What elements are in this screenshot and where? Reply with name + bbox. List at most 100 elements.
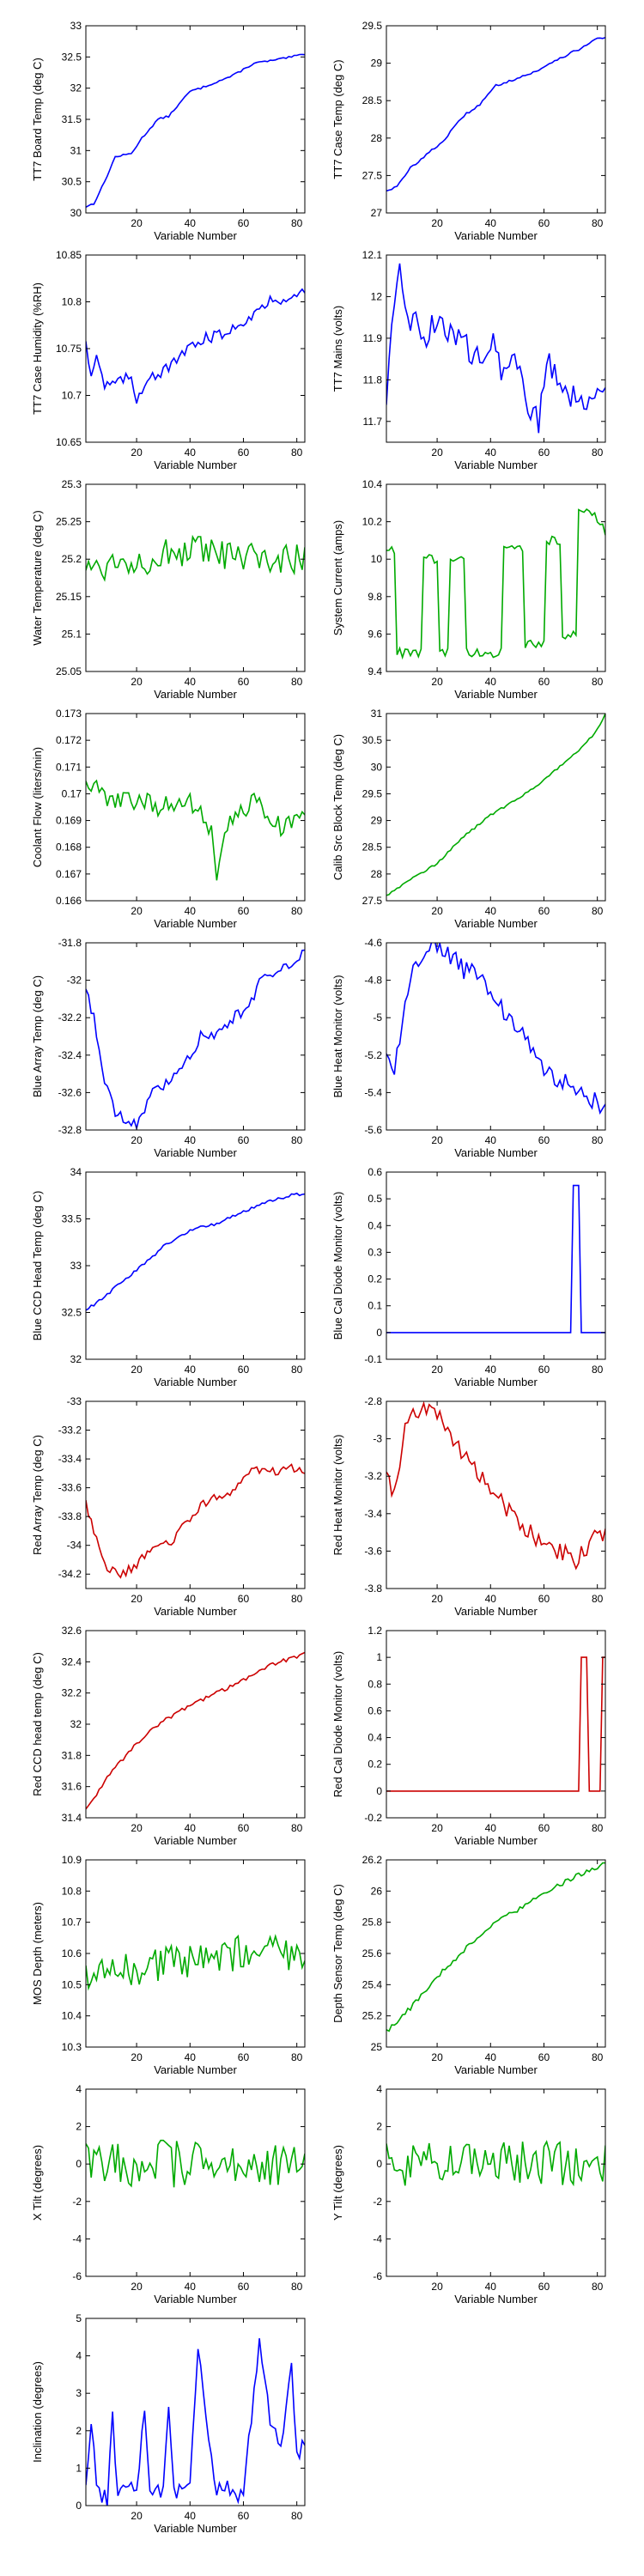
x-tick-label: 60 bbox=[238, 2281, 250, 2293]
x-tick-label: 80 bbox=[592, 1593, 604, 1605]
y-tick-label: -6 bbox=[373, 2270, 382, 2282]
y-tick-label: -4.6 bbox=[364, 937, 382, 949]
series-line bbox=[386, 263, 605, 434]
y-tick-label: -5.6 bbox=[364, 1124, 382, 1136]
x-tick-label: 60 bbox=[238, 905, 250, 917]
x-axis-label: Variable Number bbox=[154, 2063, 237, 2076]
axes-frame bbox=[85, 1859, 306, 2048]
x-tick-label: 20 bbox=[431, 905, 443, 917]
axes-frame bbox=[386, 1171, 606, 1360]
x-tick-label: 20 bbox=[431, 447, 443, 459]
x-tick-label: 80 bbox=[291, 1822, 303, 1834]
y-tick-label: 10.75 bbox=[56, 343, 82, 355]
x-axis-label: Variable Number bbox=[154, 1146, 237, 1159]
y-tick-label: 10.7 bbox=[62, 390, 82, 402]
y-tick-label: 32.5 bbox=[62, 51, 82, 63]
x-tick-label: 80 bbox=[291, 2510, 303, 2522]
axes-frame bbox=[386, 1630, 606, 1819]
x-tick-label: 20 bbox=[431, 1364, 443, 1376]
x-tick-label: 60 bbox=[238, 217, 250, 229]
y-tick-label: 10.2 bbox=[362, 516, 383, 528]
y-tick-label: 25.4 bbox=[362, 1978, 383, 1990]
subplot-6: 20 40 60 80 9.4 9.6 9.8 10 10.2 10.4 Variable Numb… bbox=[331, 478, 606, 701]
y-tick-label: 10.4 bbox=[62, 2010, 82, 2022]
y-tick-label: 25.15 bbox=[56, 591, 82, 603]
x-tick-label: 80 bbox=[592, 1134, 604, 1146]
x-tick-label: 40 bbox=[485, 1593, 497, 1605]
series-line bbox=[386, 943, 605, 1115]
subplot-10: 20 40 60 80 -5.6 -5.4 -5.2 -5 -4.8 -4.6 Variable N… bbox=[331, 937, 606, 1159]
y-tick-label: 0.173 bbox=[56, 708, 82, 720]
y-tick-label: 28 bbox=[371, 868, 383, 880]
y-tick-label: 30.5 bbox=[362, 734, 383, 746]
y-tick-label: -32.8 bbox=[58, 1124, 82, 1136]
x-tick-label: 40 bbox=[485, 676, 497, 688]
x-tick-label: 40 bbox=[485, 2051, 497, 2063]
x-axis-label: Variable Number bbox=[454, 1376, 538, 1388]
x-axis-label: Variable Number bbox=[154, 2293, 237, 2306]
y-tick-label: 34 bbox=[70, 1166, 82, 1178]
y-tick-label: 26.2 bbox=[362, 1854, 383, 1866]
y-tick-label: 31.5 bbox=[62, 113, 82, 125]
subplot-4: 20 40 60 80 11.7 11.8 11.9 12 12.1 Variable Numbe… bbox=[331, 249, 606, 471]
y-tick-label: 29.5 bbox=[362, 20, 383, 32]
subplot-15: 20 40 60 80 31.4 31.6 31.8 32 32.2 32.4 32.6 Variab… bbox=[31, 1625, 306, 1847]
y-tick-label: 11.8 bbox=[363, 374, 383, 386]
y-axis-label: TT7 Mains (volts) bbox=[331, 306, 344, 392]
y-tick-label: 10.6 bbox=[62, 1947, 82, 1959]
x-tick-label: 40 bbox=[185, 2051, 197, 2063]
x-axis-label: Variable Number bbox=[154, 459, 237, 471]
y-tick-label: 32.5 bbox=[62, 1307, 82, 1319]
y-tick-label: -2 bbox=[72, 2196, 82, 2208]
y-axis-label: Calib Src Block Temp (deg C) bbox=[331, 734, 344, 880]
y-tick-label: 30 bbox=[371, 761, 383, 773]
x-tick-label: 20 bbox=[131, 447, 143, 459]
x-axis-label: Variable Number bbox=[454, 688, 538, 701]
y-tick-label: 25.05 bbox=[56, 665, 82, 677]
y-tick-label: 0.8 bbox=[368, 1678, 382, 1690]
y-tick-label: -4.8 bbox=[364, 975, 382, 987]
x-tick-label: 60 bbox=[238, 1134, 250, 1146]
y-tick-label: 4 bbox=[76, 2350, 82, 2362]
y-tick-label: 25.8 bbox=[362, 1917, 383, 1929]
y-tick-label: 31.6 bbox=[62, 1781, 82, 1793]
x-tick-label: 60 bbox=[238, 1822, 250, 1834]
x-axis-label: Variable Number bbox=[454, 1146, 538, 1159]
x-tick-label: 40 bbox=[485, 1822, 497, 1834]
y-tick-label: 0.1 bbox=[368, 1300, 382, 1312]
y-tick-label: 10.5 bbox=[62, 1978, 82, 1990]
x-tick-label: 40 bbox=[485, 1134, 497, 1146]
y-tick-label: 4 bbox=[76, 2083, 82, 2095]
series-line bbox=[86, 949, 305, 1130]
x-axis-label: Variable Number bbox=[454, 1605, 538, 1618]
series-line bbox=[386, 1401, 605, 1571]
y-tick-label: 11.7 bbox=[363, 416, 383, 428]
y-tick-label: 25 bbox=[371, 2041, 383, 2053]
y-tick-label: -31.8 bbox=[58, 937, 82, 949]
y-tick-label: 1 bbox=[76, 2462, 82, 2474]
x-tick-label: 60 bbox=[238, 2510, 250, 2522]
y-tick-label: 33.5 bbox=[62, 1213, 82, 1225]
y-tick-label: 9.4 bbox=[368, 665, 382, 677]
y-tick-label: 11.9 bbox=[363, 332, 383, 344]
y-tick-label: 0.2 bbox=[368, 1759, 382, 1771]
series-line bbox=[86, 1192, 305, 1311]
y-tick-label: 30 bbox=[70, 207, 82, 219]
x-tick-label: 20 bbox=[431, 676, 443, 688]
y-tick-label: -34 bbox=[67, 1540, 82, 1552]
y-tick-label: -33.6 bbox=[58, 1482, 82, 1494]
x-tick-label: 80 bbox=[592, 676, 604, 688]
x-tick-label: 40 bbox=[185, 447, 197, 459]
y-tick-label: 0.17 bbox=[62, 787, 82, 799]
series-line bbox=[386, 1184, 605, 1334]
y-axis-label: TT7 Board Temp (deg C) bbox=[31, 58, 44, 181]
x-tick-label: 60 bbox=[538, 1364, 550, 1376]
axes-frame bbox=[85, 942, 306, 1131]
y-tick-label: 27 bbox=[371, 207, 383, 219]
x-tick-label: 20 bbox=[131, 1822, 143, 1834]
y-tick-label: -0.1 bbox=[364, 1353, 382, 1365]
x-tick-label: 80 bbox=[592, 2281, 604, 2293]
x-tick-label: 20 bbox=[131, 905, 143, 917]
axes-frame bbox=[386, 483, 606, 672]
x-tick-label: 20 bbox=[131, 2510, 143, 2522]
